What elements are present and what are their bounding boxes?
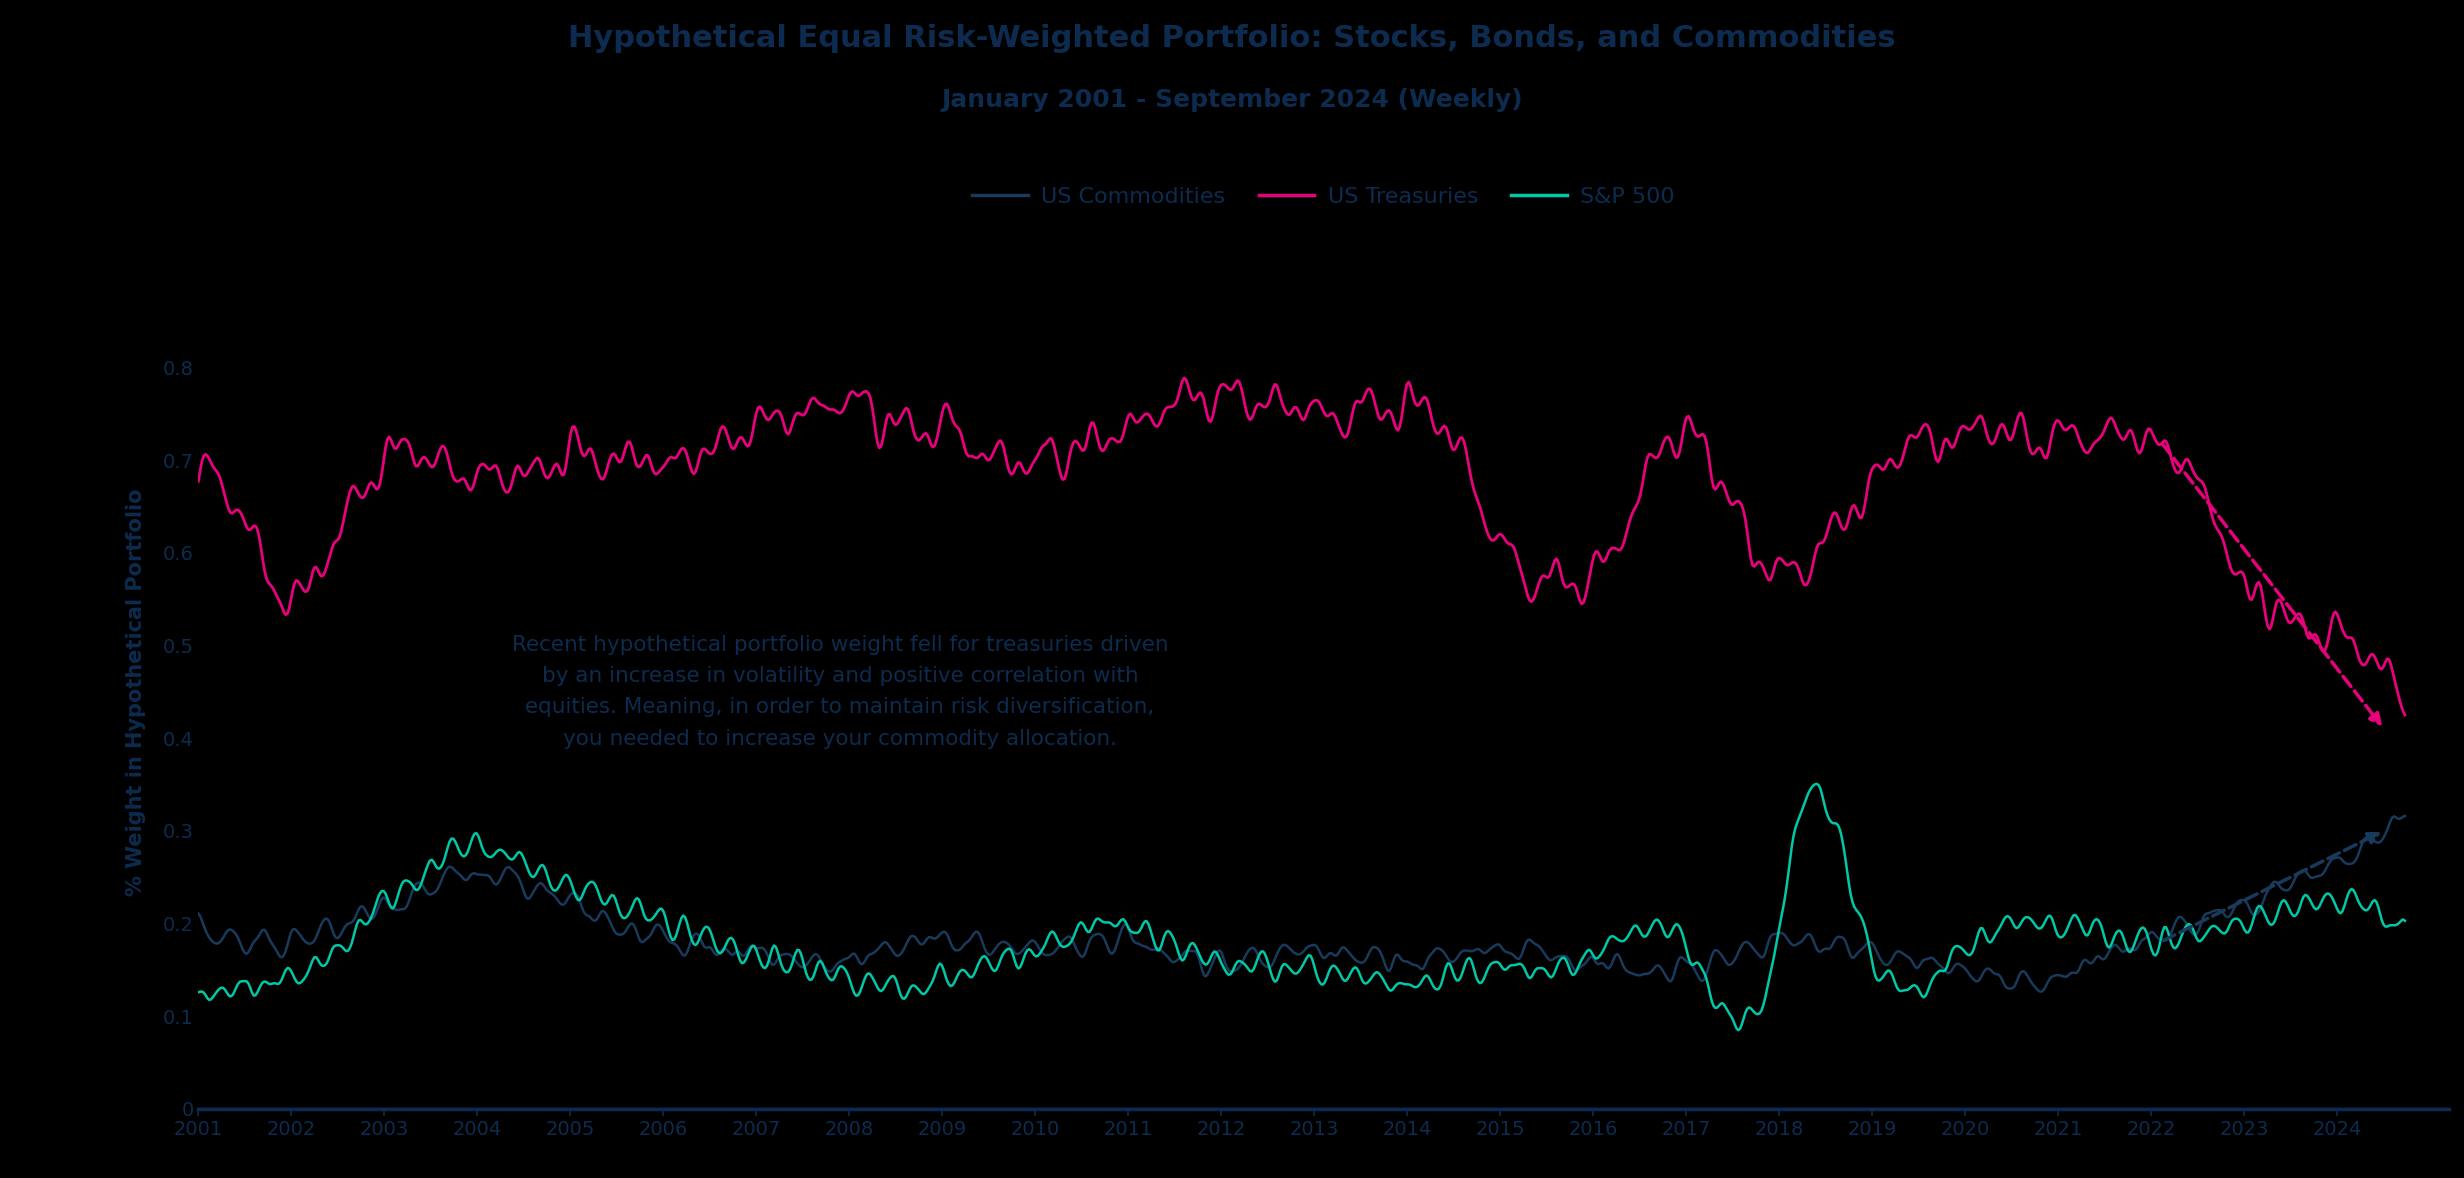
- US Treasuries: [1170, 371, 1200, 385]
- US Commodities: [2025, 985, 2055, 999]
- US Treasuries: [1850, 497, 1880, 511]
- US Treasuries: [557, 419, 586, 434]
- US Commodities: [185, 907, 214, 921]
- US Commodities: [360, 908, 389, 922]
- S&P 500: [1722, 1024, 1752, 1038]
- S&P 500: [360, 900, 389, 914]
- S&P 500: [274, 961, 303, 975]
- S&P 500: [185, 985, 214, 999]
- Line: S&P 500: S&P 500: [200, 783, 2405, 1031]
- Line: US Treasuries: US Treasuries: [200, 378, 2405, 715]
- S&P 500: [1801, 776, 1831, 790]
- S&P 500: [2390, 914, 2420, 928]
- US Treasuries: [456, 483, 485, 497]
- US Commodities: [1202, 947, 1232, 961]
- S&P 500: [1853, 927, 1882, 941]
- S&P 500: [1202, 945, 1232, 959]
- US Treasuries: [2390, 708, 2420, 722]
- Line: US Commodities: US Commodities: [200, 816, 2405, 992]
- Text: January 2001 - September 2024 (Weekly): January 2001 - September 2024 (Weekly): [941, 88, 1523, 112]
- Text: Recent hypothetical portfolio weight fell for treasuries driven
by an increase i: Recent hypothetical portfolio weight fel…: [513, 635, 1168, 748]
- Legend: US Commodities, US Treasuries, S&P 500: US Commodities, US Treasuries, S&P 500: [963, 178, 1683, 216]
- US Treasuries: [1202, 385, 1232, 399]
- US Commodities: [274, 931, 303, 945]
- US Commodities: [2390, 809, 2420, 823]
- Y-axis label: % Weight in Hypothetical Portfolio: % Weight in Hypothetical Portfolio: [126, 488, 145, 895]
- S&P 500: [557, 880, 586, 894]
- S&P 500: [456, 835, 485, 849]
- Text: Hypothetical Equal Risk-Weighted Portfolio: Stocks, Bonds, and Commodities: Hypothetical Equal Risk-Weighted Portfol…: [569, 24, 1895, 53]
- US Treasuries: [185, 475, 214, 489]
- US Treasuries: [274, 601, 303, 615]
- US Commodities: [557, 886, 586, 900]
- US Treasuries: [360, 479, 389, 494]
- US Commodities: [456, 867, 485, 881]
- US Commodities: [1848, 941, 1878, 955]
